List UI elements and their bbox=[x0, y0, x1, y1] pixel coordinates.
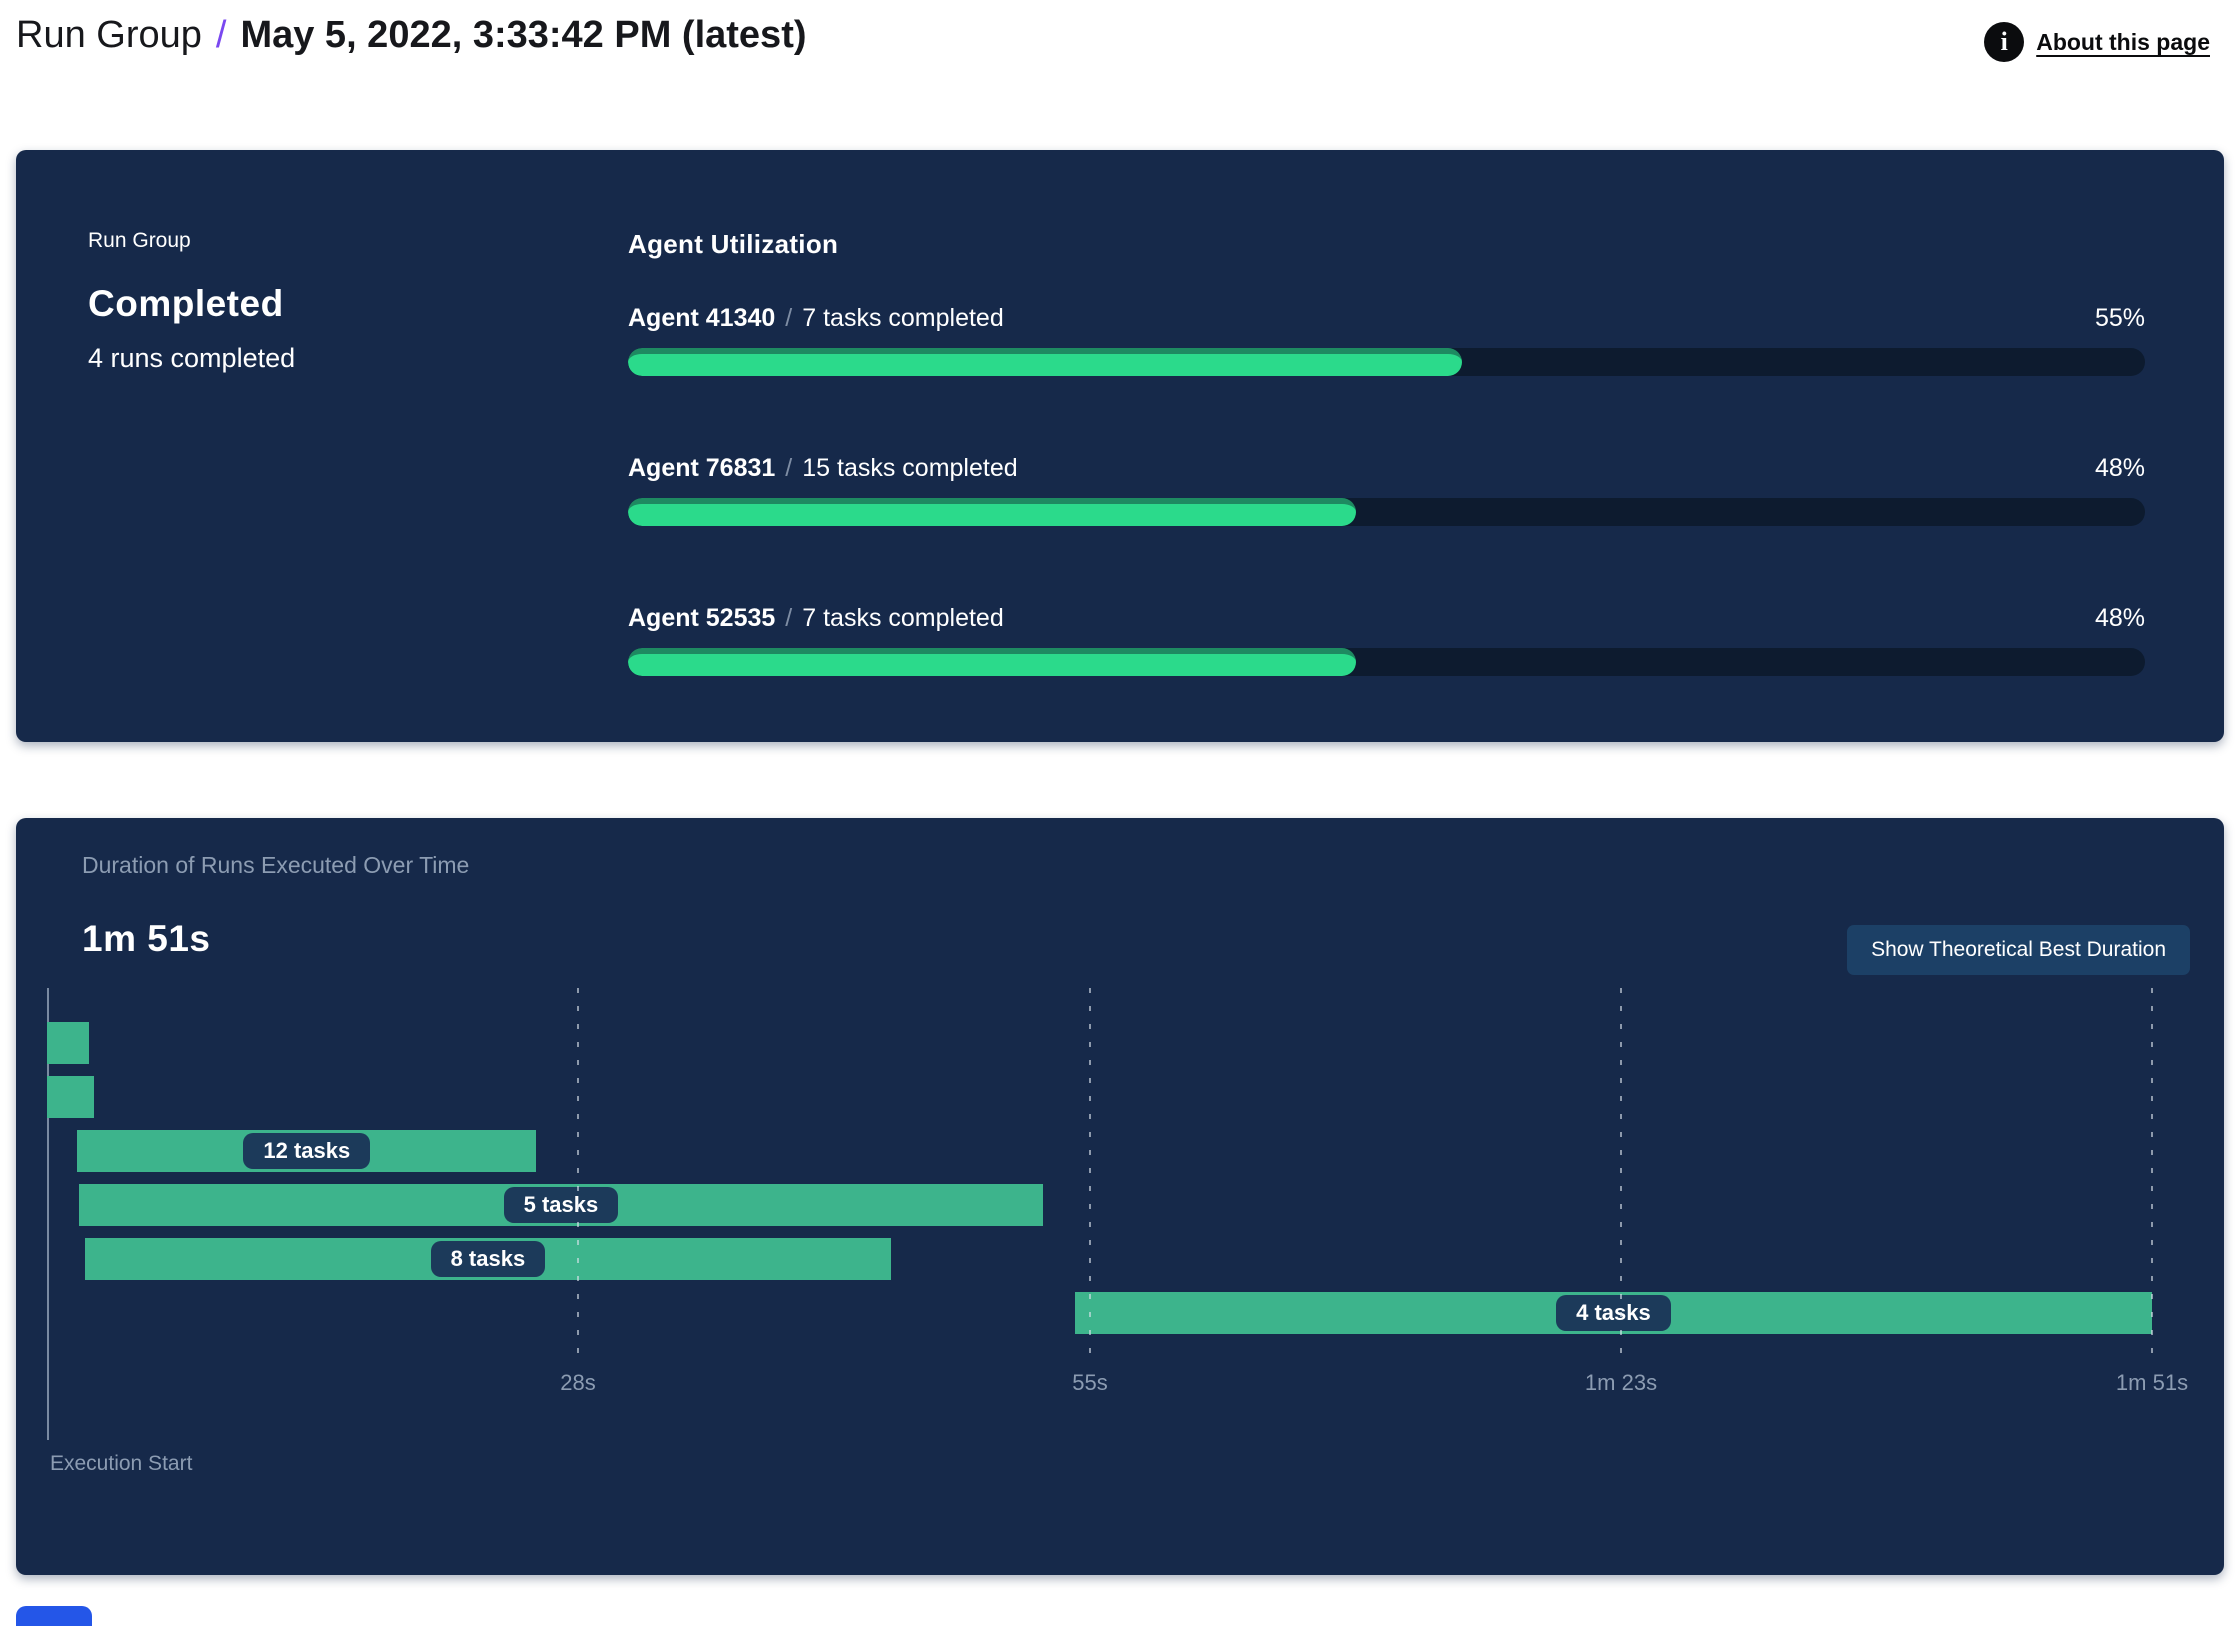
gridline bbox=[1089, 988, 1092, 1356]
gantt-row bbox=[47, 1022, 2152, 1064]
x-axis-tick-label: 1m 51s bbox=[2115, 1370, 2189, 1395]
breadcrumb-separator: / bbox=[215, 14, 227, 56]
gantt-chart: 12 tasks 5 tasks 8 tasks 4 tasks 28s 55s 1m 2… bbox=[47, 988, 2188, 1418]
agent-task-detail: 15 tasks completed bbox=[802, 454, 1018, 482]
run-bar[interactable] bbox=[47, 1022, 89, 1064]
gridline bbox=[2151, 988, 2153, 1356]
page-title: May 5, 2022, 3:33:42 PM (latest) bbox=[240, 14, 807, 56]
utilization-progress-track bbox=[628, 648, 2145, 676]
show-theoretical-best-duration-button[interactable]: Show Theoretical Best Duration bbox=[1847, 925, 2190, 975]
agent-line: Agent 41340 / 7 tasks completed 55% bbox=[628, 302, 2145, 334]
gantt-row: 12 tasks bbox=[47, 1130, 2152, 1172]
execution-start-label: Execution Start bbox=[50, 1452, 193, 1475]
task-count-pill: 8 tasks bbox=[430, 1241, 546, 1277]
utilization-progress-fill bbox=[628, 348, 1463, 376]
about-link-label[interactable]: About this page bbox=[2036, 28, 2210, 55]
agent-name: Agent 41340 bbox=[628, 304, 776, 332]
gantt-row: 4 tasks bbox=[47, 1292, 2152, 1334]
utilization-progress-fill bbox=[628, 498, 1357, 526]
utilization-progress-track bbox=[628, 498, 2145, 526]
agent-separator: / bbox=[785, 304, 793, 332]
breadcrumb: Run Group / May 5, 2022, 3:33:42 PM (lat… bbox=[16, 10, 807, 60]
agent-separator: / bbox=[785, 604, 793, 632]
agent-utilization-percent: 48% bbox=[2094, 604, 2145, 632]
total-duration: 1m 51s bbox=[82, 918, 211, 959]
status-summary: 4 runs completed bbox=[88, 343, 296, 373]
gantt-rows: 12 tasks 5 tasks 8 tasks 4 tasks bbox=[47, 1022, 2152, 1346]
utilization-progress-fill bbox=[628, 648, 1357, 676]
breadcrumb-root[interactable]: Run Group bbox=[16, 14, 202, 56]
page-header: Run Group / May 5, 2022, 3:33:42 PM (lat… bbox=[16, 10, 2210, 62]
run-bar[interactable]: 8 tasks bbox=[84, 1238, 891, 1280]
agent-row: Agent 41340 / 7 tasks completed 55% bbox=[628, 302, 2145, 376]
utilization-progress-track bbox=[628, 348, 2145, 376]
agent-utilization-heading: Agent Utilization bbox=[628, 229, 839, 259]
task-count-pill: 5 tasks bbox=[503, 1187, 619, 1223]
execution-start-axis bbox=[47, 988, 49, 1440]
run-bar[interactable]: 4 tasks bbox=[1074, 1292, 2152, 1334]
info-icon[interactable]: i bbox=[1984, 22, 2025, 62]
agent-row: Agent 76831 / 15 tasks completed 48% bbox=[628, 452, 2145, 526]
task-count-pill: 12 tasks bbox=[243, 1133, 371, 1169]
agent-task-detail: 7 tasks completed bbox=[802, 304, 1004, 332]
task-count-pill: 4 tasks bbox=[1556, 1295, 1671, 1331]
run-bar[interactable] bbox=[47, 1076, 95, 1118]
run-group-status: Run Group Completed 4 runs completed bbox=[88, 228, 295, 374]
run-group-panel: Run Group Completed 4 runs completed Age… bbox=[16, 150, 2224, 742]
status-label: Run Group bbox=[88, 229, 191, 252]
gridline bbox=[1620, 988, 1622, 1356]
agent-separator: / bbox=[785, 454, 793, 482]
x-axis-tick-label: 28s bbox=[560, 1370, 596, 1395]
duration-panel: Duration of Runs Executed Over Time 1m 5… bbox=[16, 818, 2224, 1575]
agent-line: Agent 76831 / 15 tasks completed 48% bbox=[628, 452, 2145, 484]
gantt-row: 5 tasks bbox=[47, 1184, 2152, 1226]
gantt-row bbox=[47, 1076, 2152, 1118]
x-axis-tick-label: 55s bbox=[1072, 1370, 1108, 1395]
x-axis-tick-label: 1m 23s bbox=[1584, 1370, 1658, 1395]
run-bar[interactable]: 12 tasks bbox=[77, 1130, 537, 1172]
agent-name: Agent 76831 bbox=[628, 454, 776, 482]
agent-utilization-percent: 55% bbox=[2094, 304, 2145, 332]
about-this-page-link[interactable]: i About this page bbox=[1984, 22, 2210, 62]
gridline bbox=[576, 988, 579, 1356]
run-bar[interactable]: 5 tasks bbox=[79, 1184, 1043, 1226]
agent-utilization: Agent Utilization Agent 41340 / 7 tasks … bbox=[628, 228, 2145, 752]
gantt-row: 8 tasks bbox=[47, 1238, 2152, 1280]
agent-name: Agent 52535 bbox=[628, 604, 776, 632]
agent-line: Agent 52535 / 7 tasks completed 48% bbox=[628, 602, 2145, 634]
status-value: Completed bbox=[88, 283, 284, 324]
chart-title: Duration of Runs Executed Over Time bbox=[82, 852, 470, 878]
partial-blue-element[interactable] bbox=[16, 1606, 92, 1626]
agent-task-detail: 7 tasks completed bbox=[802, 604, 1004, 632]
agent-row: Agent 52535 / 7 tasks completed 48% bbox=[628, 602, 2145, 676]
agent-utilization-percent: 48% bbox=[2094, 454, 2145, 482]
